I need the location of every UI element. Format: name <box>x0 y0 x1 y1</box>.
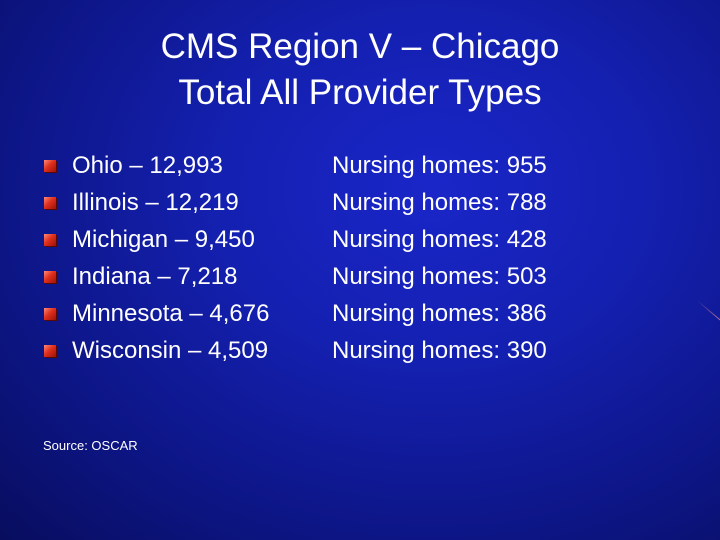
nursing-homes-count: Nursing homes: 428 <box>332 225 547 253</box>
state-total: Ohio – 12,993 <box>72 151 223 179</box>
state-total: Indiana – 7,218 <box>72 262 238 290</box>
state-total: Minnesota – 4,676 <box>72 299 270 327</box>
square-bullet-icon <box>44 159 56 172</box>
square-bullet-icon <box>44 196 56 209</box>
nursing-homes-count: Nursing homes: 386 <box>332 299 547 327</box>
title-line-2: Total All Provider Types <box>178 73 542 112</box>
bullet-item-illinois: Illinois – 12,219 Nursing homes: 788 <box>44 184 684 221</box>
bullet-item-wisconsin: Wisconsin – 4,509 Nursing homes: 390 <box>44 332 684 369</box>
nursing-homes-count: Nursing homes: 955 <box>332 151 547 179</box>
state-total: Illinois – 12,219 <box>72 188 239 216</box>
bullet-item-ohio: Ohio – 12,993 Nursing homes: 955 <box>44 147 684 184</box>
state-total: Michigan – 9,450 <box>72 225 255 253</box>
nursing-homes-count: Nursing homes: 788 <box>332 188 547 216</box>
nursing-homes-count: Nursing homes: 390 <box>332 336 547 364</box>
square-bullet-icon <box>44 233 56 246</box>
square-bullet-icon <box>44 270 56 283</box>
bullet-item-minnesota: Minnesota – 4,676 Nursing homes: 386 <box>44 295 684 332</box>
title-line-1: CMS Region V – Chicago <box>160 27 560 66</box>
bullet-list: Ohio – 12,993 Nursing homes: 955 Illinoi… <box>44 147 684 369</box>
decorative-streak <box>696 300 720 327</box>
square-bullet-icon <box>44 344 56 357</box>
bullet-item-indiana: Indiana – 7,218 Nursing homes: 503 <box>44 258 684 295</box>
nursing-homes-count: Nursing homes: 503 <box>332 262 547 290</box>
slide-title: CMS Region V – Chicago Total All Provide… <box>0 24 720 116</box>
state-total: Wisconsin – 4,509 <box>72 336 269 364</box>
source-note: Source: OSCAR <box>43 438 138 453</box>
bullet-item-michigan: Michigan – 9,450 Nursing homes: 428 <box>44 221 684 258</box>
square-bullet-icon <box>44 307 56 320</box>
